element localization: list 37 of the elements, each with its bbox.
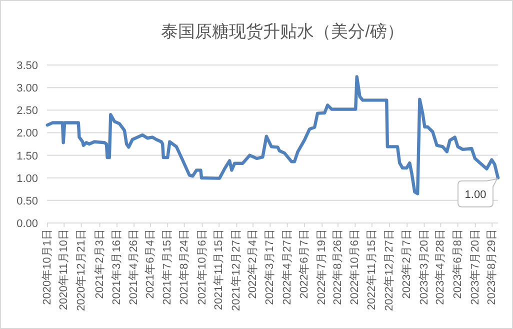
x-tick-label: 2020年12月21日 bbox=[75, 229, 88, 311]
x-tick-label: 2021年3月16日 bbox=[110, 229, 123, 305]
x-tick-label: 2021年6月4日 bbox=[144, 229, 156, 299]
x-tick-label: 2021年4月26日 bbox=[128, 229, 140, 305]
x-tick-label: 2020年11月10日 bbox=[58, 229, 70, 310]
x-tick-label: 2021年11月15日 bbox=[213, 229, 226, 310]
x-tick-label: 2020年10月1日 bbox=[41, 229, 54, 305]
x-tick-label: 2022年6月7日 bbox=[298, 229, 311, 299]
y-tick-label: 3.50 bbox=[16, 60, 38, 72]
x-tick-label: 2022年10月6日 bbox=[349, 229, 362, 305]
y-tick-label: 1.00 bbox=[16, 172, 38, 185]
x-tick-label: 2022年3月17日 bbox=[264, 229, 276, 305]
x-tick-label: 2023年3月20日 bbox=[418, 229, 430, 305]
x-tick-label: 2023年4月28日 bbox=[434, 229, 447, 305]
x-tick-label: 2021年2月3日 bbox=[94, 229, 106, 299]
x-tick-label: 2023年7月20日 bbox=[469, 229, 482, 305]
annotation: 1.00 bbox=[464, 188, 486, 201]
x-tick-label: 2023年6月8日 bbox=[452, 229, 464, 299]
x-tick-label: 2021年7月15日 bbox=[162, 229, 174, 305]
y-tick-label: 0.00 bbox=[16, 218, 38, 230]
x-tick-label: 2022年8月26日 bbox=[332, 229, 344, 305]
y-tick-label: 2.50 bbox=[16, 105, 38, 118]
y-tick-label: 0.50 bbox=[16, 195, 38, 208]
x-tick-label: 2022年7月19日 bbox=[316, 229, 328, 305]
x-tick-label: 2022年12月27日 bbox=[384, 229, 396, 311]
chart-title: 泰国原糖现货升贴水（美分/磅） bbox=[161, 22, 404, 41]
x-tick-label: 2021年12月27日 bbox=[230, 229, 243, 311]
x-tick-label: 2021年10月6日 bbox=[196, 229, 208, 305]
x-tick-label: 2023年2月7日 bbox=[401, 229, 414, 299]
y-tick-label: 1.50 bbox=[16, 150, 38, 162]
x-tick-label: 2022年2月4日 bbox=[247, 229, 260, 299]
y-tick-label: 2.00 bbox=[16, 128, 38, 140]
x-tick-label: 2023年8月29日 bbox=[486, 229, 498, 305]
x-tick-label: 2022年4月27日 bbox=[281, 229, 294, 305]
x-tick-label: 2021年8月24日 bbox=[178, 229, 190, 305]
y-tick-label: 3.00 bbox=[16, 82, 38, 95]
x-tick-label: 2022年11月15日 bbox=[366, 229, 378, 310]
